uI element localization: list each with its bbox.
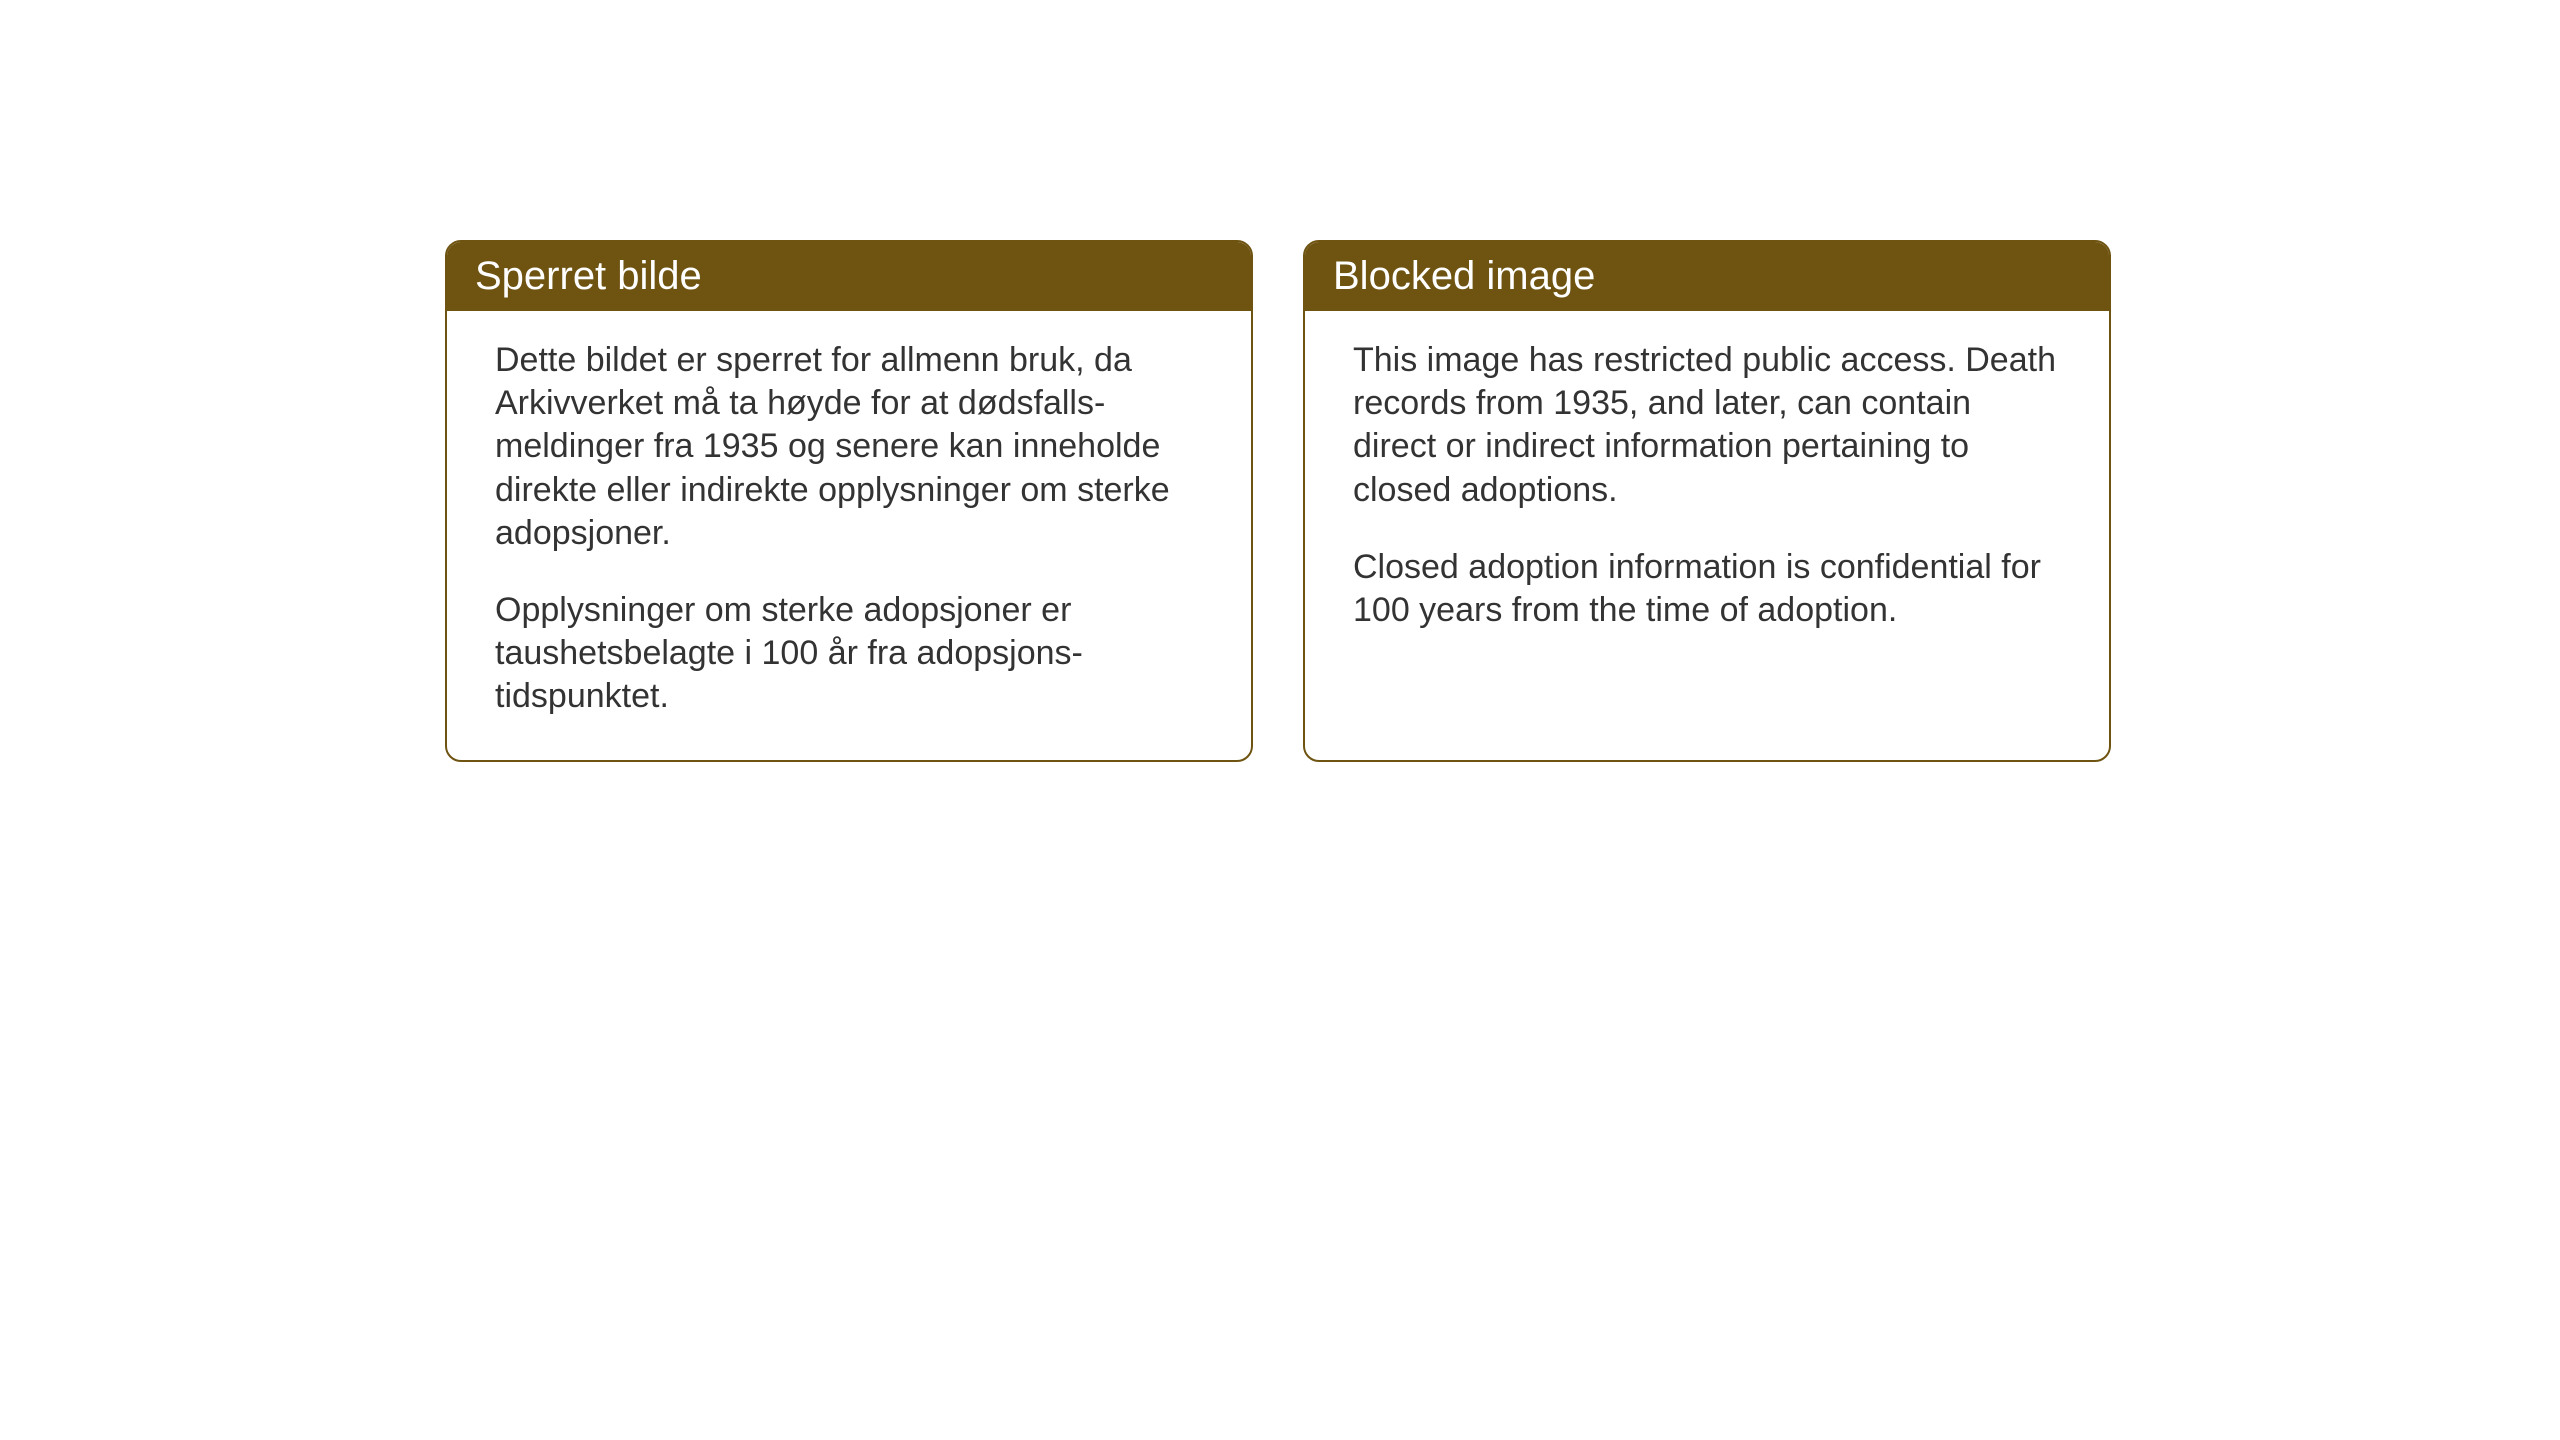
english-paragraph-2: Closed adoption information is confident… [1353,546,2061,632]
norwegian-card-title: Sperret bilde [447,242,1251,311]
english-notice-card: Blocked image This image has restricted … [1303,240,2111,762]
english-card-body: This image has restricted public access.… [1305,311,2109,674]
norwegian-notice-card: Sperret bilde Dette bildet er sperret fo… [445,240,1253,762]
norwegian-paragraph-2: Opplysninger om sterke adopsjoner er tau… [495,589,1203,719]
english-paragraph-1: This image has restricted public access.… [1353,339,2061,512]
norwegian-paragraph-1: Dette bildet er sperret for allmenn bruk… [495,339,1203,555]
notice-cards-container: Sperret bilde Dette bildet er sperret fo… [445,240,2560,762]
norwegian-card-body: Dette bildet er sperret for allmenn bruk… [447,311,1251,760]
english-card-title: Blocked image [1305,242,2109,311]
